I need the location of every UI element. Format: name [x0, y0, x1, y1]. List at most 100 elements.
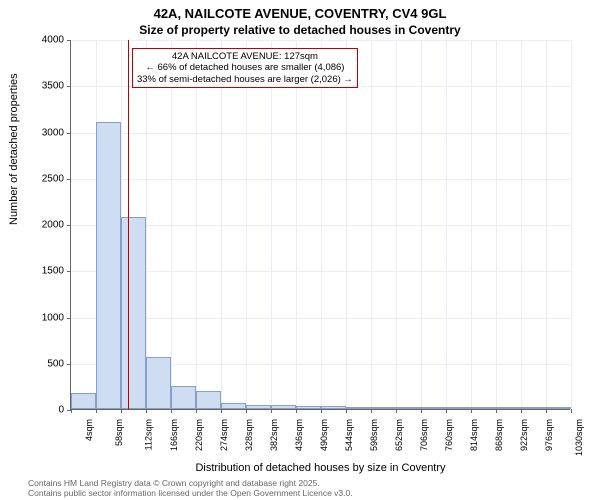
x-tick-label: 706sqm: [419, 419, 429, 451]
y-tick: [67, 225, 71, 226]
x-axis-label: Distribution of detached houses by size …: [71, 462, 570, 474]
x-tick: [471, 409, 472, 413]
x-tick-label: 544sqm: [344, 419, 354, 451]
x-tick: [96, 409, 97, 413]
gridline-v: [571, 40, 572, 409]
x-tick-label: 814sqm: [469, 419, 479, 451]
bar: [396, 407, 421, 409]
x-tick: [246, 409, 247, 413]
x-tick-label: 382sqm: [269, 419, 279, 451]
y-tick-label: 0: [4, 405, 64, 416]
gridline-v: [221, 40, 222, 409]
x-tick-label: 166sqm: [169, 419, 179, 451]
x-tick-label: 868sqm: [494, 419, 504, 451]
bar: [271, 405, 296, 409]
bar: [471, 407, 496, 409]
x-tick: [71, 409, 72, 413]
y-tick: [67, 179, 71, 180]
y-tick-label: 3000: [4, 127, 64, 138]
x-tick-label: 976sqm: [544, 419, 554, 451]
x-tick: [296, 409, 297, 413]
bar: [496, 407, 521, 409]
x-tick-label: 328sqm: [244, 419, 254, 451]
bar: [121, 217, 146, 409]
chart-area: 4sqm58sqm112sqm166sqm220sqm274sqm328sqm3…: [70, 40, 570, 410]
bar: [546, 407, 571, 409]
annotation-line: ← 66% of detached houses are smaller (4,…: [137, 62, 353, 73]
x-tick-label: 490sqm: [319, 419, 329, 451]
y-tick-label: 2500: [4, 173, 64, 184]
x-tick: [271, 409, 272, 413]
y-tick-label: 1000: [4, 312, 64, 323]
footer-line-2: Contains public sector information licen…: [28, 488, 353, 498]
bar: [371, 407, 396, 409]
bar: [296, 406, 321, 409]
y-tick-label: 500: [4, 358, 64, 369]
y-tick: [67, 364, 71, 365]
bar: [171, 386, 196, 409]
gridline-v: [246, 40, 247, 409]
bar: [196, 391, 221, 410]
y-tick: [67, 86, 71, 87]
marker-line: [128, 40, 129, 409]
footer-credits: Contains HM Land Registry data © Crown c…: [28, 478, 353, 498]
y-axis-label: Number of detached properties: [8, 73, 20, 225]
y-tick-label: 2000: [4, 220, 64, 231]
x-tick: [371, 409, 372, 413]
bar: [321, 406, 346, 409]
x-tick-label: 598sqm: [369, 419, 379, 451]
x-tick: [121, 409, 122, 413]
annotation-line: 42A NAILCOTE AVENUE: 127sqm: [137, 51, 353, 62]
bar: [71, 393, 96, 409]
annotation-line: 33% of semi-detached houses are larger (…: [137, 74, 353, 85]
chart-title: 42A, NAILCOTE AVENUE, COVENTRY, CV4 9GL: [0, 0, 600, 21]
gridline-v: [521, 40, 522, 409]
gridline-v: [446, 40, 447, 409]
x-tick: [396, 409, 397, 413]
gridline-v: [471, 40, 472, 409]
x-tick-label: 652sqm: [394, 419, 404, 451]
x-tick: [321, 409, 322, 413]
x-tick: [521, 409, 522, 413]
gridline-v: [371, 40, 372, 409]
annotation-box: 42A NAILCOTE AVENUE: 127sqm← 66% of deta…: [132, 48, 358, 88]
x-tick-label: 760sqm: [444, 419, 454, 451]
bar: [521, 407, 546, 409]
y-tick: [67, 271, 71, 272]
bar: [346, 407, 371, 409]
gridline-v: [271, 40, 272, 409]
x-tick-label: 1030sqm: [574, 419, 584, 456]
x-tick-label: 220sqm: [194, 419, 204, 451]
x-tick: [221, 409, 222, 413]
x-tick-label: 274sqm: [219, 419, 229, 451]
x-tick-label: 922sqm: [519, 419, 529, 451]
gridline-v: [321, 40, 322, 409]
gridline-v: [546, 40, 547, 409]
x-tick-label: 112sqm: [143, 419, 153, 450]
y-tick-label: 4000: [4, 35, 64, 46]
x-tick: [571, 409, 572, 413]
x-tick: [546, 409, 547, 413]
x-tick: [496, 409, 497, 413]
gridline-v: [146, 40, 147, 409]
gridline-v: [196, 40, 197, 409]
x-tick: [446, 409, 447, 413]
x-tick: [146, 409, 147, 413]
plot-area: 4sqm58sqm112sqm166sqm220sqm274sqm328sqm3…: [70, 40, 570, 410]
gridline-v: [496, 40, 497, 409]
y-tick: [67, 318, 71, 319]
gridline-v: [171, 40, 172, 409]
x-tick-label: 436sqm: [294, 419, 304, 451]
y-tick-label: 1500: [4, 266, 64, 277]
gridline-v: [421, 40, 422, 409]
bar: [146, 357, 171, 409]
x-tick: [196, 409, 197, 413]
x-tick: [421, 409, 422, 413]
x-tick-label: 4sqm: [84, 419, 94, 441]
x-tick: [171, 409, 172, 413]
gridline-v: [396, 40, 397, 409]
bar: [421, 407, 446, 409]
x-tick: [346, 409, 347, 413]
chart-subtitle: Size of property relative to detached ho…: [0, 23, 600, 37]
bar: [446, 407, 471, 409]
